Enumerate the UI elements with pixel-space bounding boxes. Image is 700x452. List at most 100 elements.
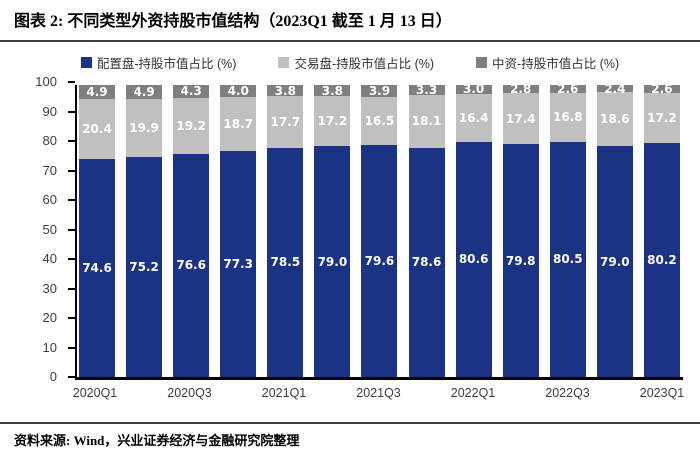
legend-swatch-icon [476,57,488,68]
bar-value-label: 16.4 [458,110,489,125]
bar-2022Q4: 2.4 18.6 79.0 [596,82,633,377]
y-axis-tick [68,346,75,349]
y-axis-label: 10 [42,339,57,355]
bar-value-label: 3.9 [368,83,391,98]
bar-value-label: 4.9 [86,85,108,100]
bar-value-label: 79.0 [600,254,630,269]
bar-segment-2021Q3-s2: 3.9 [361,83,398,98]
y-axis-tick [68,81,75,83]
y-axis-label: 20 [42,310,57,325]
bar-segment-2022Q2-s2: 2.8 [502,82,539,97]
bar-2022Q3: 2.6 16.8 80.5 [549,82,586,377]
bar-segment-2020Q4-s1: 18.7 [220,96,257,152]
bar-value-label: 79.8 [505,253,536,268]
bar-value-label: 3.0 [462,82,485,97]
y-axis-label: 90 [42,103,57,119]
bar-segment-2020Q4-s2: 4.0 [220,84,257,98]
y-axis-label: 60 [42,192,57,207]
bar-segment-2022Q3-s1: 16.8 [549,92,586,142]
bar-value-label: 77.3 [223,257,254,272]
bar-2020Q2: 4.9 19.9 75.2 [126,85,163,377]
y-axis-label: 0 [49,369,57,384]
bar-segment-2020Q2-s2: 4.9 [126,85,163,100]
bar-segment-2022Q3-s2: 2.6 [549,82,586,96]
y-axis-label: 30 [42,280,57,296]
bar-value-label: 16.5 [364,113,395,128]
x-axis-label-empty [408,386,444,403]
legend-item-0: 配置盘-持股市值占比 (%) [80,53,236,72]
bar-segment-2020Q1-s2: 4.9 [79,84,115,100]
x-axis-label-empty [502,386,538,403]
bar-segment-2021Q3-s1: 16.5 [361,96,398,145]
x-axis-label-empty [124,386,160,403]
bar-value-label: 17.2 [317,114,348,129]
y-axis-tick [68,258,75,260]
bar-value-label: 20.4 [82,122,112,137]
bar-segment-2020Q3-s1: 19.2 [173,97,210,154]
y-axis-tick [68,199,75,201]
bar-value-label: 76.6 [176,258,206,273]
x-axis-label-2020Q3: 2020Q3 [167,386,212,400]
y-axis-label: 70 [42,162,57,178]
legend: 配置盘-持股市值占比 (%) 交易盘-持股市值占比 (%) 中资-持股市值占比 (%… [0,54,700,71]
bar-segment-2022Q1-s2: 3.0 [455,82,492,97]
bar-2021Q2: 3.8 17.2 79.0 [314,84,351,377]
bar-value-label: 80.2 [647,252,677,267]
x-axis-label-empty [597,386,633,403]
bar-value-label: 80.5 [552,252,583,267]
bar-segment-2020Q2-s1: 19.9 [126,99,163,158]
bar-segment-2021Q4-s0: 78.6 [408,147,445,377]
bar-value-label: 4.3 [180,84,202,99]
bar-2021Q4: 3.3 18.1 78.6 [408,82,445,377]
bar-segment-2022Q1-s0: 80.6 [455,141,492,377]
x-axis-label-empty [313,386,349,403]
bar-value-label: 78.5 [270,255,301,270]
bar-value-label: 19.9 [129,121,159,136]
figure-title: 图表 2: 不同类型外资持股市值结构（2023Q1 截至 1 月 13 日） [0,0,700,42]
bar-segment-2021Q2-s0: 79.0 [314,146,351,377]
bar-value-label: 4.9 [133,85,155,100]
bar-segment-2020Q3-s0: 76.6 [173,153,210,377]
x-axis-label-2020Q1: 2020Q1 [72,386,118,400]
bar-segment-2020Q1-s0: 74.6 [79,158,115,377]
bar-value-label: 74.6 [82,260,112,275]
bar-value-label: 2.4 [604,81,626,96]
bar-segment-2023Q1-s2: 2.6 [643,81,680,96]
bar-segment-2023Q1-s0: 80.2 [643,142,680,377]
bar-value-label: 17.2 [647,110,677,125]
bar-segment-2021Q1-s0: 78.5 [267,147,304,377]
bar-value-label: 18.6 [600,112,630,127]
bar-segment-2020Q3-s2: 4.3 [173,84,210,99]
bar-2021Q3: 3.9 16.5 79.6 [361,83,398,377]
y-axis-tick [68,376,75,378]
y-axis-tick [68,140,75,142]
bar-segment-2021Q1-s2: 3.8 [267,84,304,98]
bar-segment-2021Q4-s1: 18.1 [408,94,445,148]
bar-value-label: 2.8 [510,82,532,97]
plot-area: 0 10 20 30 40 50 60 70 80 90 100 4.9 20.4 74.6 4.9 19.9… [35,74,683,384]
bar-segment-2022Q2-s1: 17.4 [502,93,539,145]
legend-item-1: 交易盘-持股市值占比 (%) [278,53,434,72]
bar-value-label: 3.3 [415,82,438,97]
bar-value-label: 79.0 [317,254,348,269]
x-axis-label-2022Q3: 2022Q3 [545,386,590,400]
bar-segment-2021Q1-s1: 17.7 [267,96,304,148]
x-axis-label-2022Q1: 2022Q1 [450,386,496,400]
bar-segment-2022Q4-s2: 2.4 [596,82,633,96]
bar-value-label: 80.6 [458,252,489,267]
bar-value-label: 17.4 [505,111,536,126]
x-axis-label-2023Q1: 2023Q1 [639,386,685,400]
y-axis-tick [68,110,75,113]
bar-segment-2020Q2-s0: 75.2 [126,157,163,377]
bar-2023Q1: 2.6 17.2 80.2 [643,81,680,377]
x-axis-labels: 2020Q1 2020Q3 2021Q1 2021Q3 2022Q1 2022Q3 2023… [72,386,685,403]
legend-swatch-icon [80,57,92,68]
bar-value-label: 2.6 [651,81,673,96]
bar-2020Q1: 4.9 20.4 74.6 [79,84,115,377]
bar-segment-2023Q1-s1: 17.2 [643,92,680,143]
chart-area: 0 10 20 30 40 50 60 70 80 90 100 4.9 20.4 74.6 4.9 19.9… [35,74,685,403]
bar-value-label: 19.2 [176,118,206,133]
bar-segment-2021Q3-s0: 79.6 [361,144,398,377]
legend-swatch-icon [278,57,290,68]
bar-value-label: 78.6 [411,255,442,270]
